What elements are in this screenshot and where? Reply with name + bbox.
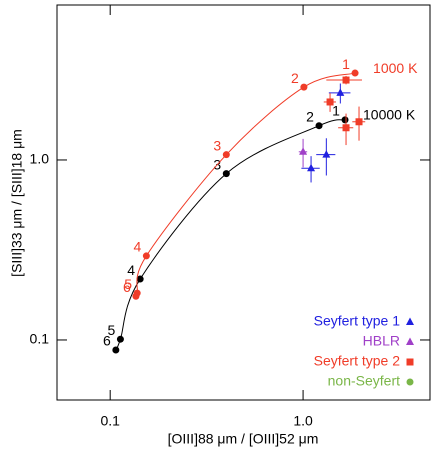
- data-point: [222, 151, 230, 159]
- point-label: 3: [213, 137, 221, 153]
- data-point: [315, 122, 323, 130]
- point-label: 4: [133, 239, 141, 255]
- data-point: [136, 275, 144, 283]
- point-label: 1: [342, 56, 350, 72]
- data-point: [307, 163, 316, 172]
- point-label: 5: [108, 322, 116, 338]
- data-point: [132, 292, 140, 300]
- legend-label: Seyfert type 2: [314, 353, 401, 369]
- curve-label: 10000 K: [363, 107, 416, 123]
- legend-label: HBLR: [363, 333, 400, 349]
- point-label: 1: [332, 103, 340, 119]
- point-label: 6: [103, 333, 111, 349]
- data-point: [222, 170, 230, 178]
- curve-label: 1000 K: [373, 60, 418, 76]
- y-axis-label: [SIII]33 μm / [SIII]18 μm: [9, 129, 25, 277]
- data-point: [322, 150, 331, 158]
- point-label: 4: [127, 262, 135, 278]
- legend-marker: [406, 378, 414, 386]
- y-tick-label: 1.0: [30, 151, 50, 167]
- model-curve: [135, 72, 356, 298]
- data-point: [355, 118, 363, 126]
- point-label: 6: [123, 279, 131, 295]
- point-label: 5: [124, 276, 132, 292]
- point-label: 2: [306, 108, 314, 124]
- data-point: [342, 124, 350, 132]
- y-tick-label: 0.1: [30, 331, 50, 347]
- data-point: [299, 147, 308, 155]
- data-point: [351, 69, 359, 77]
- data-point: [116, 335, 124, 343]
- legend-label: Seyfert type 1: [314, 313, 401, 329]
- plot-frame: [56, 4, 431, 401]
- data-point: [300, 83, 308, 91]
- data-point: [112, 346, 120, 354]
- data-point: [341, 116, 349, 124]
- model-curve: [115, 119, 346, 351]
- x-tick-label: 0.1: [100, 413, 120, 429]
- data-point: [142, 252, 150, 260]
- legend-marker: [406, 358, 414, 366]
- data-point: [336, 88, 345, 96]
- point-label: 2: [291, 70, 299, 86]
- legend-label: non-Seyfert: [328, 373, 400, 389]
- x-axis-label: [OIII]88 μm / [OIII]52 μm: [168, 431, 319, 447]
- legend-marker: [406, 317, 414, 325]
- legend-marker: [406, 337, 414, 345]
- x-tick-label: 1.0: [293, 413, 313, 429]
- data-point: [342, 76, 350, 84]
- data-point: [326, 98, 334, 106]
